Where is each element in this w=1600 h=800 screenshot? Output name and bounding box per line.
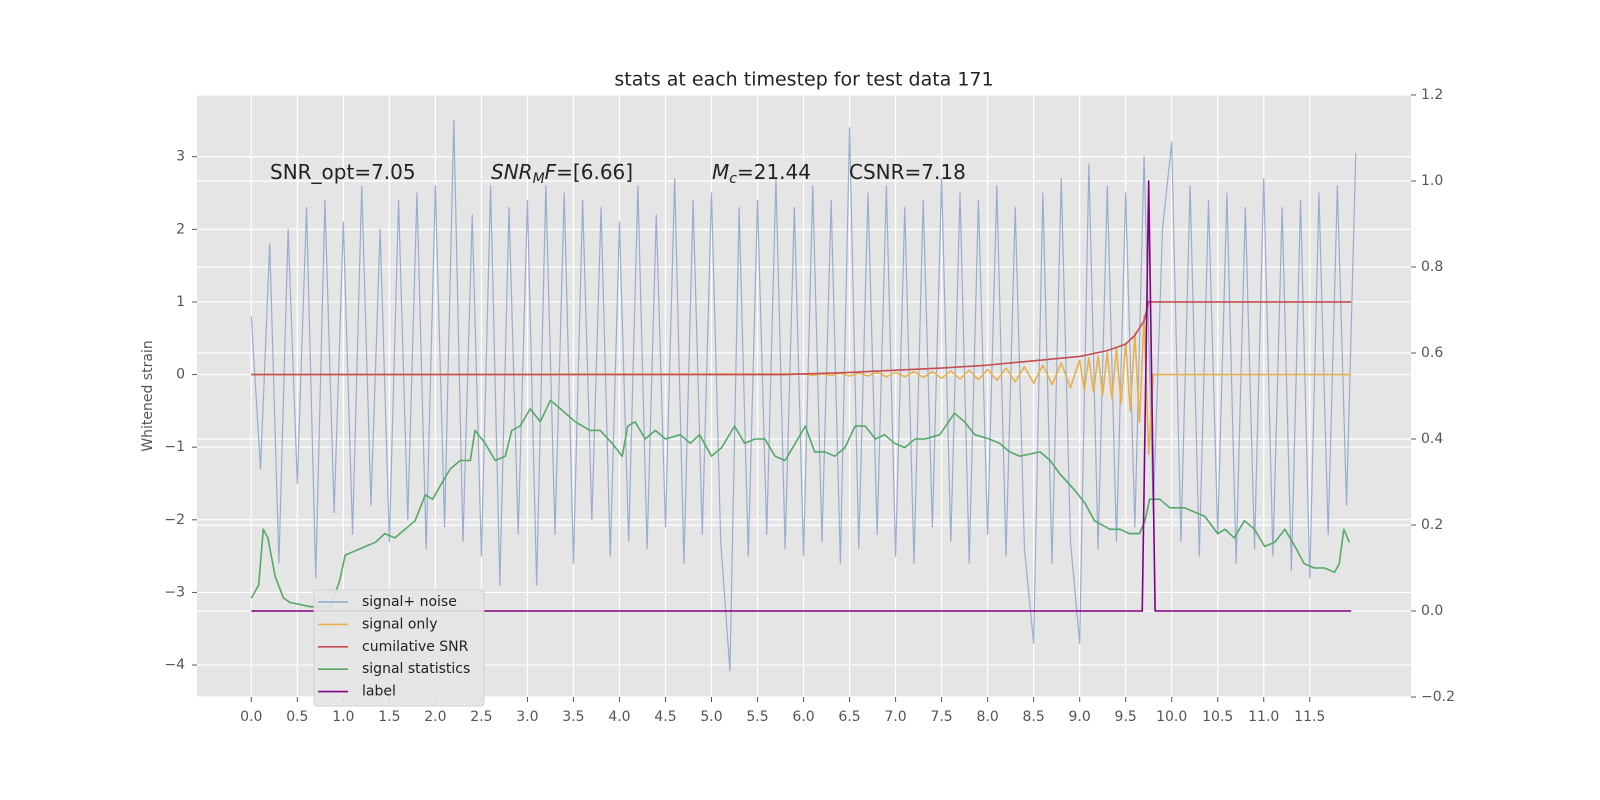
legend-label: signal+ noise: [362, 594, 457, 610]
y2-tick-label: 1.0: [1421, 173, 1443, 189]
annotation: Mc=21.44: [712, 160, 811, 188]
x-tick-label: 4.0: [608, 709, 630, 725]
y2-tick-label: −0.2: [1421, 689, 1455, 705]
y2-tick-label: 0.2: [1421, 517, 1443, 533]
x-tick-label: 2.5: [470, 709, 492, 725]
x-tick-label: 9.0: [1069, 709, 1091, 725]
series-lines: [250, 119, 1357, 672]
ticks: 0.0 0.5 1.0 1.5 2.0 2.5 3.0 3.5 4.0 4.5 5.0 5.5 6.0 6…: [164, 87, 1455, 725]
annotation-part: M: [533, 171, 545, 187]
y-tick-label: −1: [164, 439, 185, 455]
legend-box: [313, 589, 485, 707]
annotation: SNRMF=[6.66]: [491, 160, 633, 188]
x-tick-label: 2.0: [424, 709, 446, 725]
y-tick-label: 2: [176, 221, 185, 237]
x-tick-label: 3.5: [562, 709, 584, 725]
legend-label: cumilative SNR: [362, 639, 469, 655]
annotation-part: CSNR=7.18: [849, 160, 966, 184]
y-axis-label: Whitened strain: [140, 340, 156, 451]
x-tick-label: 7.0: [884, 709, 906, 725]
legend: signal+ noise signal only cumilative SNR si…: [313, 589, 485, 707]
y2-tick-label: 0.6: [1421, 345, 1443, 361]
series-line: [251, 301, 1352, 376]
y2-tick-label: 0.0: [1421, 603, 1443, 619]
annotation-part: =[6.66]: [556, 160, 633, 184]
y2-tick-label: 0.8: [1421, 259, 1443, 275]
annotations: SNR_opt=7.05 SNRMF=[6.66] Mc=21.44 CSNR=7.1…: [270, 160, 966, 188]
annotation: SNR_opt=7.05: [270, 160, 416, 184]
annotation-part: c: [729, 171, 737, 187]
annotation-part: =21.44: [737, 160, 811, 184]
x-tick-label: 0.5: [286, 709, 308, 725]
x-tick-label: 8.5: [1023, 709, 1045, 725]
annotation-part: F: [545, 160, 557, 184]
y2-tick-label: 0.4: [1421, 431, 1443, 447]
annotation-part: SNR: [491, 160, 533, 184]
x-tick-label: 6.5: [838, 709, 860, 725]
annotation-part: SNR_opt=7.05: [270, 160, 416, 184]
x-tick-label: 3.0: [516, 709, 538, 725]
y-tick-label: −2: [164, 512, 185, 528]
x-tick-label: 7.5: [930, 709, 952, 725]
series-line: [251, 180, 1352, 612]
x-tick-label: 0.0: [240, 709, 262, 725]
y-tick-label: 1: [176, 294, 185, 310]
x-tick-label: 1.5: [378, 709, 400, 725]
y-tick-label: −3: [164, 584, 185, 600]
x-tick-label: 8.0: [976, 709, 998, 725]
x-tick-label: 9.5: [1115, 709, 1137, 725]
x-tick-label: 1.0: [332, 709, 354, 725]
annotation-part: M: [712, 160, 729, 184]
x-tick-label: 11.0: [1248, 709, 1279, 725]
x-tick-label: 4.5: [654, 709, 676, 725]
y-tick-label: 3: [176, 149, 185, 165]
series-line: [251, 315, 1352, 456]
grid: [197, 94, 1411, 698]
x-tick-label: 6.0: [792, 709, 814, 725]
y2-tick-label: 1.2: [1421, 87, 1443, 103]
legend-label: signal only: [362, 616, 437, 632]
chart-title: stats at each timestep for test data 171: [614, 69, 993, 91]
annotation: CSNR=7.18: [849, 160, 966, 184]
series-line: [250, 399, 1351, 608]
legend-label: label: [362, 684, 396, 700]
x-tick-label: 5.5: [746, 709, 768, 725]
y-tick-label: 0: [176, 367, 185, 383]
y-tick-label: −4: [164, 657, 185, 673]
series-line: [250, 119, 1357, 672]
x-tick-label: 5.0: [700, 709, 722, 725]
x-tick-label: 10.0: [1156, 709, 1187, 725]
x-tick-label: 11.5: [1294, 709, 1325, 725]
legend-label: signal statistics: [362, 661, 470, 677]
x-tick-label: 10.5: [1202, 709, 1233, 725]
